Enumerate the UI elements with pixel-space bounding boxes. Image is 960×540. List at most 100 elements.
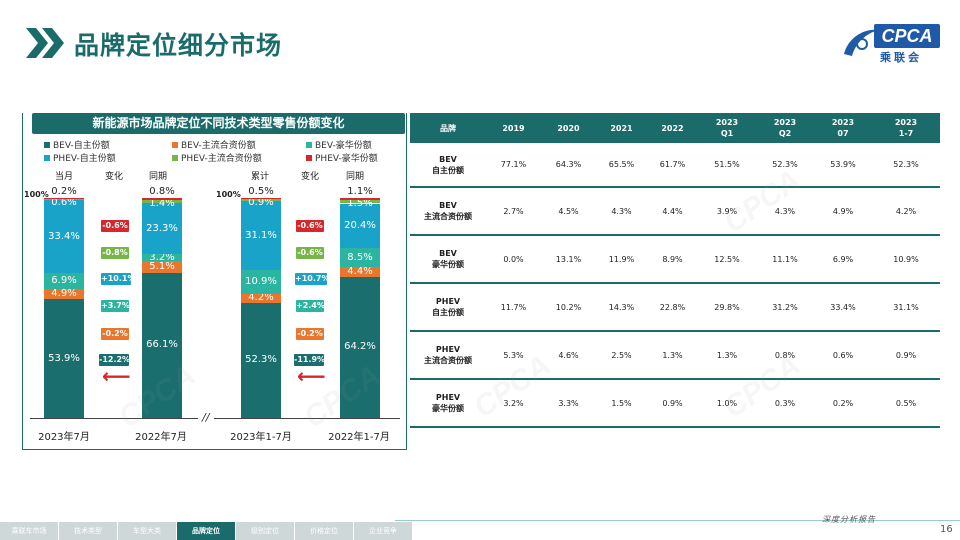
table-cell: 4.2% [872, 187, 940, 236]
bar-segment [142, 261, 182, 273]
arrow-left-icon: ⟵ [297, 364, 326, 388]
table-cell: 3.3% [541, 379, 596, 428]
bar-segment [44, 299, 84, 418]
logo-subtext: 乘联会 [880, 51, 922, 64]
bar-value-label: 4.2% [248, 292, 274, 304]
x-category-label: 2023年1-7月 [230, 432, 292, 443]
bar-value-label: 1.1% [347, 185, 373, 197]
page-number: 16 [940, 524, 953, 535]
column-header: 变化 [104, 172, 123, 182]
bar-segment [241, 199, 281, 202]
nav-tab[interactable]: 价格定位 [295, 522, 353, 540]
table-cell: 65.5% [596, 143, 647, 188]
x-axis-right [214, 418, 400, 419]
change-badge: +10.7% [295, 273, 330, 285]
row-label: PHEV 自主份额 [410, 283, 486, 332]
bar-value-label: 23.3% [146, 222, 178, 234]
table-header-cell: 2023 Q1 [698, 113, 756, 143]
table-cell: 4.4% [647, 187, 698, 236]
table-cell: 10.2% [541, 283, 596, 332]
axis-break-mark: // [202, 411, 210, 424]
change-badge: +2.4% [296, 300, 325, 312]
table-row: BEV 自主份额 77.1% 64.3% 65.5% 61.7% 51.5% 52.3% 53.… [410, 143, 940, 188]
change-badge: -12.2% [99, 354, 131, 366]
legend-item: PHEV-豪华份额 [306, 151, 378, 164]
table-cell: 4.5% [541, 187, 596, 236]
legend-swatch [44, 154, 50, 161]
footer-divider [395, 520, 960, 521]
table-header-cell: 品牌 [410, 113, 486, 143]
table-cell: 8.9% [647, 235, 698, 284]
legend-label: BEV-自主份额 [53, 141, 110, 151]
bar-segment [340, 197, 380, 201]
table-row: PHEV 主流合资份额 5.3% 4.6% 2.5% 1.3% 1.3% 0.8% 0.6% 0.… [410, 331, 940, 380]
section-nav: 乘联车市场 技术类型 车型大类 品牌定位 级别定位 价格定位 企业竞争 [0, 522, 413, 540]
bar-value-label: 31.1% [245, 229, 277, 241]
bar-value-label: 66.1% [146, 339, 178, 351]
nav-tab[interactable]: 乘联车市场 [0, 522, 58, 540]
table-cell: 53.9% [814, 143, 872, 188]
table-cell: 11.9% [596, 235, 647, 284]
table-cell: 4.3% [596, 187, 647, 236]
bar-segment [241, 201, 281, 270]
bar-segment [340, 203, 380, 249]
table-cell: 33.4% [814, 283, 872, 332]
bar-value-label: 33.4% [48, 230, 80, 242]
legend-label: PHEV-豪华份额 [315, 154, 378, 164]
column-header: 累计 [250, 172, 269, 182]
table-cell: 11.1% [756, 235, 814, 284]
table-header-row: 品牌 2019 2020 2021 2022 2023 Q1 2023 Q2 2023 07 2023… [410, 113, 940, 143]
table-header-cell: 2021 [596, 113, 647, 143]
x-category-label: 2023年7月 [38, 432, 90, 443]
legend-label: PHEV-自主份额 [53, 154, 116, 164]
row-label: PHEV 豪华份额 [410, 379, 486, 428]
nav-tab[interactable]: 级别定位 [236, 522, 294, 540]
bar-segment [44, 199, 84, 274]
nav-tab[interactable]: 车型大类 [118, 522, 176, 540]
bar-segment [142, 199, 182, 204]
logo-swirl-icon [844, 29, 878, 56]
legend-item: BEV-自主份额 [44, 138, 110, 151]
bar-segment [142, 203, 182, 255]
table-row: PHEV 自主份额 11.7% 10.2% 14.3% 22.8% 29.8% 31.2% 33… [410, 283, 940, 332]
change-badge: -0.2% [101, 328, 129, 340]
table-cell: 0.5% [872, 379, 940, 428]
legend-swatch [306, 141, 312, 148]
bar-value-label: 5.1% [149, 260, 175, 272]
change-badge: +10.1% [101, 273, 136, 285]
bar-segment [241, 198, 281, 200]
table-cell: 13.1% [541, 235, 596, 284]
nav-tab[interactable]: 企业竞争 [354, 522, 412, 540]
legend-label: BEV-豪华份额 [315, 141, 372, 151]
change-badge: -0.6% [296, 220, 324, 232]
bar-value-label: 10.9% [245, 275, 277, 287]
table-cell: 1.0% [698, 379, 756, 428]
bar-value-label: 52.3% [245, 354, 277, 366]
table-cell: 11.7% [486, 283, 541, 332]
nav-tab[interactable]: 技术类型 [59, 522, 117, 540]
table-cell: 6.9% [814, 235, 872, 284]
footer-tagline: 深度分析报告 [822, 515, 876, 524]
table-cell: 64.3% [541, 143, 596, 188]
nav-tab[interactable]: 品牌定位 [177, 522, 235, 540]
table-header-cell: 2023 Q2 [756, 113, 814, 143]
table-cell: 4.6% [541, 331, 596, 380]
change-badge: -11.9% [294, 354, 326, 366]
bar-value-label: 0.5% [248, 186, 274, 198]
table-header-cell: 2023 1-7 [872, 113, 940, 143]
table-cell: 0.9% [872, 331, 940, 380]
table-cell: 1.5% [596, 379, 647, 428]
column-header: 当月 [54, 172, 73, 182]
bar-value-label: 64.2% [344, 341, 376, 353]
table-cell: 2.7% [486, 187, 541, 236]
bar-value-label: 0.6% [51, 196, 77, 208]
table-row: PHEV 豪华份额 3.2% 3.3% 1.5% 0.9% 1.0% 0.3% 0.2% 0.5% [410, 379, 940, 428]
bar-value-label: 20.4% [344, 219, 376, 231]
change-badge: -0.6% [101, 220, 129, 232]
chevron-right-icon [26, 28, 64, 58]
bar-value-label: 4.9% [51, 288, 77, 300]
bar-segment [340, 200, 380, 204]
pct-100-label: 100% [216, 190, 241, 199]
bar-value-label: 53.9% [48, 352, 80, 364]
